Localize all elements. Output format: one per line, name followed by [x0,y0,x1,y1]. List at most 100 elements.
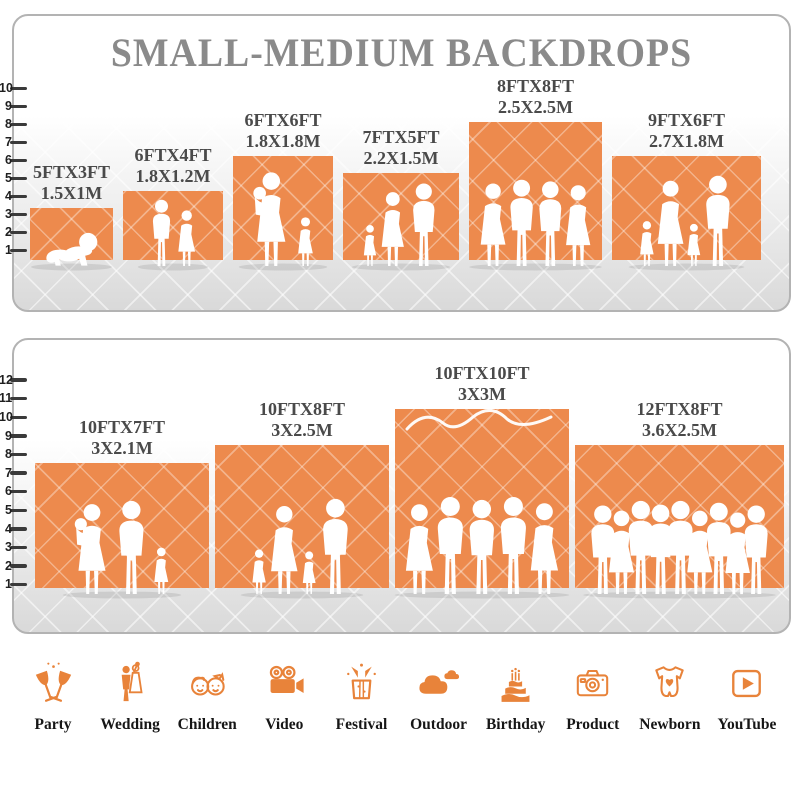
category-item: Birthday [479,660,553,734]
axis-tick [10,471,27,475]
axis-number: 3 [5,540,12,555]
wedding-icon [121,661,143,702]
axis-number: 10 [0,81,13,95]
axis-number: 8 [5,117,12,131]
bar-size-label: 9FTX6FT 2.7X1.8M [648,110,725,152]
family-four-b-silhouette [240,498,364,599]
axis-tick [10,158,27,162]
category-label: Festival [335,716,388,733]
axis-tick [10,582,27,587]
bars-row-bottom: 10FTX7FT 3X2.1M 10FTX8FT 3X2.5M 10FTX10FT 3X3… [35,363,784,599]
bar-size-label: 12FTX8FT 3.6X2.5M [636,399,722,441]
backdrop-size-bar: 7FTX5FT 2.2X1.5M [343,127,459,271]
axis-number: 5 [5,171,12,185]
axis-tick [10,104,27,108]
axis-number: 4 [5,521,12,536]
axis-tick [10,489,27,494]
axis-tick [10,86,27,90]
bar-size-label: 7FTX5FT 2.2X1.5M [362,127,439,169]
axis-tick [10,122,27,126]
party-icon [35,662,71,702]
axis-number: 6 [5,153,12,167]
axis-tick [10,378,27,382]
size-meters: 3.6X2.5M [641,419,717,440]
axis-number: 7 [5,135,12,149]
axis-number: 10 [0,410,13,424]
bar-size-label: 10FTX10FT 3X3M [434,363,529,405]
backdrop-rect [343,173,459,271]
bar-size-label: 6FTX6FT 1.8X1.8M [244,110,321,152]
five-adults-silhouette [394,497,570,599]
axis-number: 3 [5,207,12,221]
axis-tick [10,564,27,568]
backdrop-size-bar: 10FTX8FT 3X2.5M [215,399,389,599]
axis-tick [10,452,27,457]
axis-tick [10,527,27,531]
category-item: Children [170,660,244,734]
axis-number: 6 [5,484,12,499]
axis-tick [10,508,27,512]
video-icon [269,665,304,694]
size-feet: 6FTX4FT [134,144,212,165]
category-item: Outdoor [402,660,476,734]
four-adults-silhouette [469,179,602,271]
axis-number: 5 [5,503,12,517]
axis-tick [10,140,27,144]
axis-number: 8 [5,447,12,462]
panel-small-medium: SMALL-MEDIUM BACKDROPS 5FTX3FT 1.5X1M 6FTX… [0,14,791,312]
axis-number: 12 [0,372,13,387]
backdrop-size-bar: 5FTX3FT 1.5X1M [30,161,113,271]
size-feet: 12FTX8FT [636,398,723,419]
backdrop-rect [612,156,761,271]
size-feet: 9FTX6FT [647,109,725,130]
size-feet: 6FTX6FT [244,109,322,130]
size-feet: 7FTX5FT [362,126,440,147]
backdrop-rect [30,208,113,271]
category-icons-row: Party Wedding Children Video Festival Outdoor… [0,660,800,734]
axis-number: 4 [5,189,12,203]
family-three-b-silhouette [62,500,182,599]
crawling-baby-silhouette [31,232,112,271]
size-meters: 2.7X1.8M [648,130,724,151]
category-item: Video [247,660,321,734]
backdrop-rect [215,445,389,599]
backdrop-size-bar: 10FTX7FT 3X2.1M [35,417,209,599]
category-label: Party [34,716,72,733]
category-item: Product [556,660,630,734]
category-label: YouTube [717,716,777,733]
size-meters: 1.8X1.8M [245,130,321,151]
festival-icon [347,663,376,700]
size-meters: 2.2X1.5M [363,147,439,168]
backdrop-rect [123,191,223,271]
axis-number: 11 [0,391,13,406]
mother-and-child-silhouette [238,172,328,271]
size-feet: 5FTX3FT [32,161,110,182]
family-four-silhouette [628,175,745,271]
children-icon [190,672,225,696]
two-children-silhouette [137,199,209,271]
category-label: Children [177,716,237,733]
newborn-icon [655,666,685,698]
category-item: YouTube [710,660,784,734]
axis-number: 2 [5,225,12,239]
backdrop-rect [233,156,333,271]
axis-tick [10,194,27,198]
category-label: Outdoor [410,716,467,733]
bar-size-label: 10FTX7FT 3X2.1M [79,417,165,459]
category-label: Wedding [100,716,160,733]
size-feet: 10FTX8FT [258,398,345,419]
size-meters: 3X2.5M [271,419,333,440]
backdrop-rect [394,409,570,599]
crowd-silhouette [583,500,776,599]
category-label: Newborn [639,716,701,733]
size-feet: 10FTX10FT [434,362,530,383]
axis-tick [10,545,27,550]
axis-number: 9 [5,99,12,113]
category-item: Festival [324,660,398,734]
size-meters: 3X3M [457,383,506,404]
bar-size-label: 10FTX8FT 3X2.5M [259,399,345,441]
size-feet: 8FTX8FT [496,75,574,96]
category-label: Product [566,716,620,733]
axis-number: 2 [5,558,12,573]
panel-medium-large: 10FTX7FT 3X2.1M 10FTX8FT 3X2.5M 10FTX10FT 3X3… [0,338,791,634]
